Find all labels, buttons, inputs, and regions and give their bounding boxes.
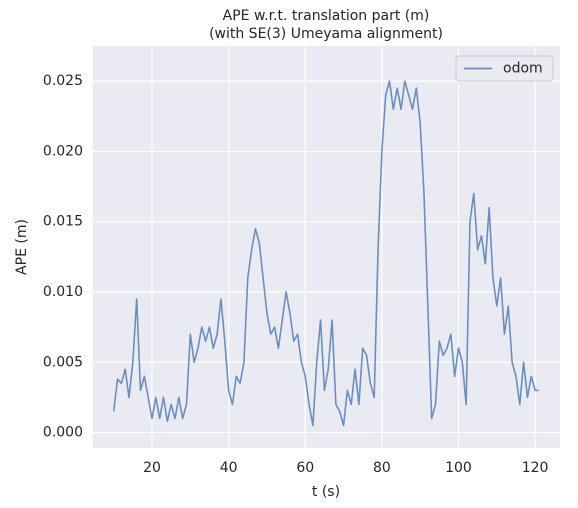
y-tick-label: 0.020 xyxy=(43,143,83,159)
plot-area xyxy=(93,46,560,448)
x-tick-label: 40 xyxy=(220,460,238,476)
y-tick-label: 0.015 xyxy=(43,214,83,230)
chart-title: APE w.r.t. translation part (m) xyxy=(223,8,430,24)
data-line xyxy=(112,80,539,427)
y-tick-label: 0.010 xyxy=(43,284,83,300)
x-tick-label: 100 xyxy=(445,460,472,476)
y-tick-label: 0.005 xyxy=(43,354,83,370)
y-axis-label: APE (m) xyxy=(14,219,30,275)
legend-label: odom xyxy=(503,61,543,77)
legend-box xyxy=(455,55,554,82)
x-tick-label: 120 xyxy=(522,460,549,476)
chart-subtitle: (with SE(3) Umeyama alignment) xyxy=(209,26,443,42)
y-tick-label: 0.025 xyxy=(43,73,83,89)
x-tick-label: 80 xyxy=(373,460,391,476)
x-tick-label: 20 xyxy=(143,460,161,476)
x-axis-label: t (s) xyxy=(312,484,340,500)
y-tick-label: 0.000 xyxy=(43,425,83,441)
x-tick-label: 60 xyxy=(296,460,314,476)
